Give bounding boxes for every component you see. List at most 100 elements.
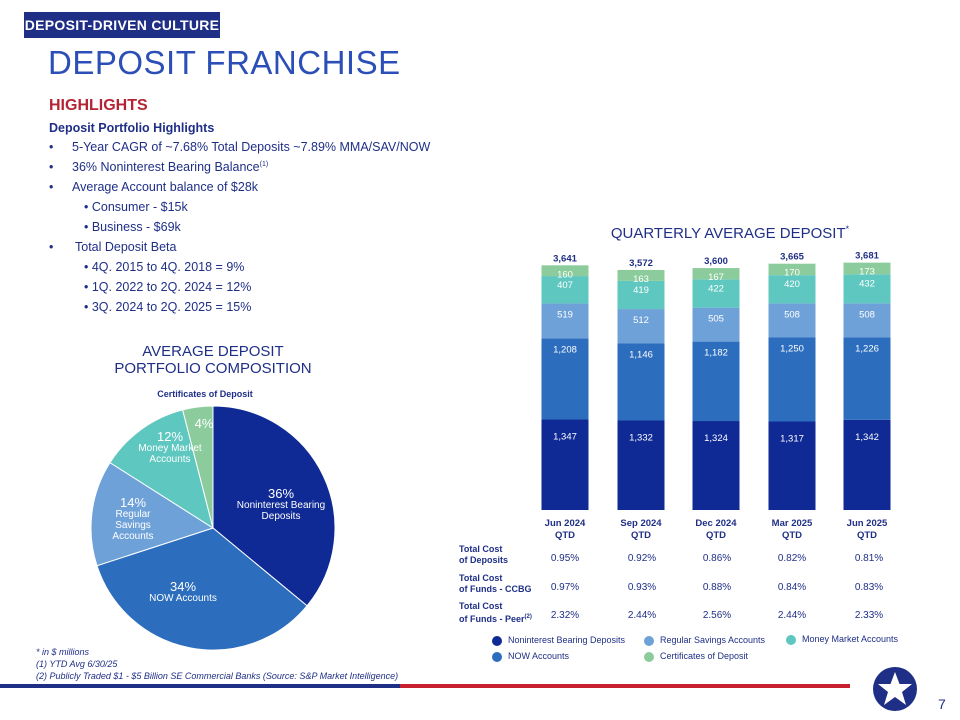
- bar-total-label: 3,600: [704, 256, 728, 267]
- bar-noninterest: [617, 420, 665, 510]
- x-tick-label: QTD: [706, 530, 726, 541]
- pie-title: AVERAGE DEPOSIT PORTFOLIO COMPOSITION: [80, 343, 346, 377]
- pie-slice-noninterest: [212, 405, 336, 607]
- bar-savings: [541, 303, 589, 339]
- legend-swatch: [492, 635, 502, 646]
- bar-value-label: 508: [784, 309, 800, 320]
- bar-value-label: 505: [708, 314, 724, 325]
- x-tick-label: QTD: [631, 530, 651, 541]
- bar-certificates: [617, 269, 665, 281]
- legend-noninterest: Noninterest Bearing Deposits: [492, 635, 625, 646]
- cost-cell: 0.82%: [777, 553, 807, 564]
- pie-slice-certificates: [182, 405, 214, 529]
- bar-certificates: [692, 268, 740, 280]
- bullet-cagr: • 5-Year CAGR of ~7.68% Total Deposits ~7…: [49, 140, 431, 154]
- pie-callout-certificates: Certificates of Deposit: [157, 389, 253, 399]
- sub-bullet-beta-2: • 1Q. 2022 to 2Q. 2024 = 12%: [84, 280, 252, 294]
- bar-value-label: 420: [784, 279, 800, 290]
- bar-value-label: 1,342: [855, 432, 879, 443]
- cost-cell: 0.92%: [627, 553, 657, 564]
- bar-value-label: 519: [557, 309, 573, 320]
- bar-certificates: [541, 265, 589, 277]
- bar-value-label: 407: [557, 280, 573, 291]
- pie-title-line1: AVERAGE DEPOSIT: [142, 343, 284, 360]
- bar-certificates: [768, 263, 816, 276]
- cost-cell: 0.83%: [854, 582, 884, 593]
- bullet-deposit-beta: • Total Deposit Beta: [49, 240, 177, 254]
- legend-now: NOW Accounts: [492, 651, 569, 662]
- footnote-1: (1) YTD Avg 6/30/25: [36, 659, 118, 669]
- bar-now: [541, 338, 589, 420]
- footnotes: * in $ millions (1) YTD Avg 6/30/25 (2) …: [36, 646, 398, 682]
- bar-money-market: [541, 276, 589, 304]
- bar-now: [692, 341, 740, 422]
- x-tick-label: QTD: [857, 530, 877, 541]
- bar-money-market: [843, 274, 891, 304]
- x-tick-label: Mar 2025: [772, 518, 813, 529]
- sub-bullet-beta-1: • 4Q. 2015 to 4Q. 2018 = 9%: [84, 260, 245, 274]
- bar-total-label: 3,572: [629, 258, 653, 269]
- chart-title: QUARTERLY AVERAGE DEPOSIT*: [610, 224, 850, 242]
- legend-swatch: [644, 635, 654, 646]
- bar-value-label: 167: [708, 272, 724, 283]
- bar-value-label: 1,347: [553, 431, 577, 442]
- cost-cell: 0.97%: [550, 582, 580, 593]
- bar-noninterest: [692, 421, 740, 510]
- pie-label-savings: 14% Regular Savings Accounts: [112, 495, 154, 542]
- bullet-noninterest: • 36% Noninterest Bearing Balance(1): [49, 160, 269, 174]
- bar-now: [768, 337, 816, 422]
- bar-total-label: 3,681: [855, 251, 879, 262]
- bar-value-label: 1,226: [855, 343, 879, 354]
- bar-noninterest: [768, 421, 816, 510]
- cost-cell: 2.56%: [702, 610, 732, 621]
- bar-savings: [692, 307, 740, 342]
- bar-savings: [843, 303, 891, 338]
- bar-money-market: [617, 280, 665, 310]
- footnote-2: (2) Publicly Traded $1 - $5 Billion SE C…: [36, 671, 399, 681]
- bar-value-label: 512: [633, 315, 649, 326]
- cost-cell: 0.95%: [550, 553, 580, 564]
- pie-slice-savings: [90, 461, 215, 567]
- cost-cell: 2.33%: [854, 610, 884, 621]
- pie-label-now: 34% NOW Accounts: [149, 579, 217, 604]
- x-tick-label: Jun 2025: [847, 518, 888, 529]
- bar-value-label: 1,317: [780, 433, 804, 444]
- cost-cell: 2.32%: [550, 610, 580, 621]
- cost-cell: 0.93%: [627, 582, 657, 593]
- bar-value-label: 163: [633, 274, 649, 285]
- pie-label-money-market: 12% Money Market Accounts: [138, 429, 202, 465]
- bar-now: [617, 343, 665, 421]
- legend-swatch: [492, 651, 502, 662]
- legend-savings: Regular Savings Accounts: [644, 635, 765, 646]
- bar-value-label: 422: [708, 283, 724, 294]
- row-label-cost-funds-peer: Total Cost of Funds - Peer(2): [459, 601, 532, 624]
- cost-cell: 0.88%: [702, 582, 732, 593]
- section-tag: DEPOSIT-DRIVEN CULTURE: [24, 12, 220, 38]
- bar-savings: [617, 309, 665, 344]
- bar-certificates: [843, 262, 891, 275]
- x-tick-label: Dec 2024: [695, 518, 737, 529]
- bar-value-label: 432: [859, 278, 875, 289]
- bullet-avg-balance: • Average Account balance of $28k: [49, 180, 259, 194]
- bar-value-label: 419: [633, 285, 649, 296]
- pie-slice-money-market: [109, 409, 214, 530]
- sub-bullet-business: • Business - $69k: [84, 220, 181, 234]
- x-tick-label: Jun 2024: [545, 518, 586, 529]
- bar-noninterest: [843, 419, 891, 510]
- cost-cell: 0.84%: [777, 582, 807, 593]
- bar-value-label: 1,182: [704, 348, 728, 359]
- legend-swatch: [786, 634, 796, 645]
- row-label-cost-deposits: Total Cost of Deposits: [459, 544, 509, 565]
- cost-cell: 0.81%: [854, 553, 884, 564]
- page-title: DEPOSIT FRANCHISE: [48, 44, 401, 81]
- highlights-subheading: Deposit Portfolio Highlights: [49, 121, 215, 135]
- x-tick-label: Sep 2024: [620, 518, 662, 529]
- x-tick-label: QTD: [555, 530, 575, 541]
- footer-stripe: [0, 684, 850, 688]
- cost-cell: 2.44%: [777, 610, 807, 621]
- bar-noninterest: [541, 419, 589, 510]
- pie-slice-now: [96, 527, 308, 651]
- highlights-heading: HIGHLIGHTS: [49, 97, 148, 114]
- pie-chart: [90, 405, 336, 651]
